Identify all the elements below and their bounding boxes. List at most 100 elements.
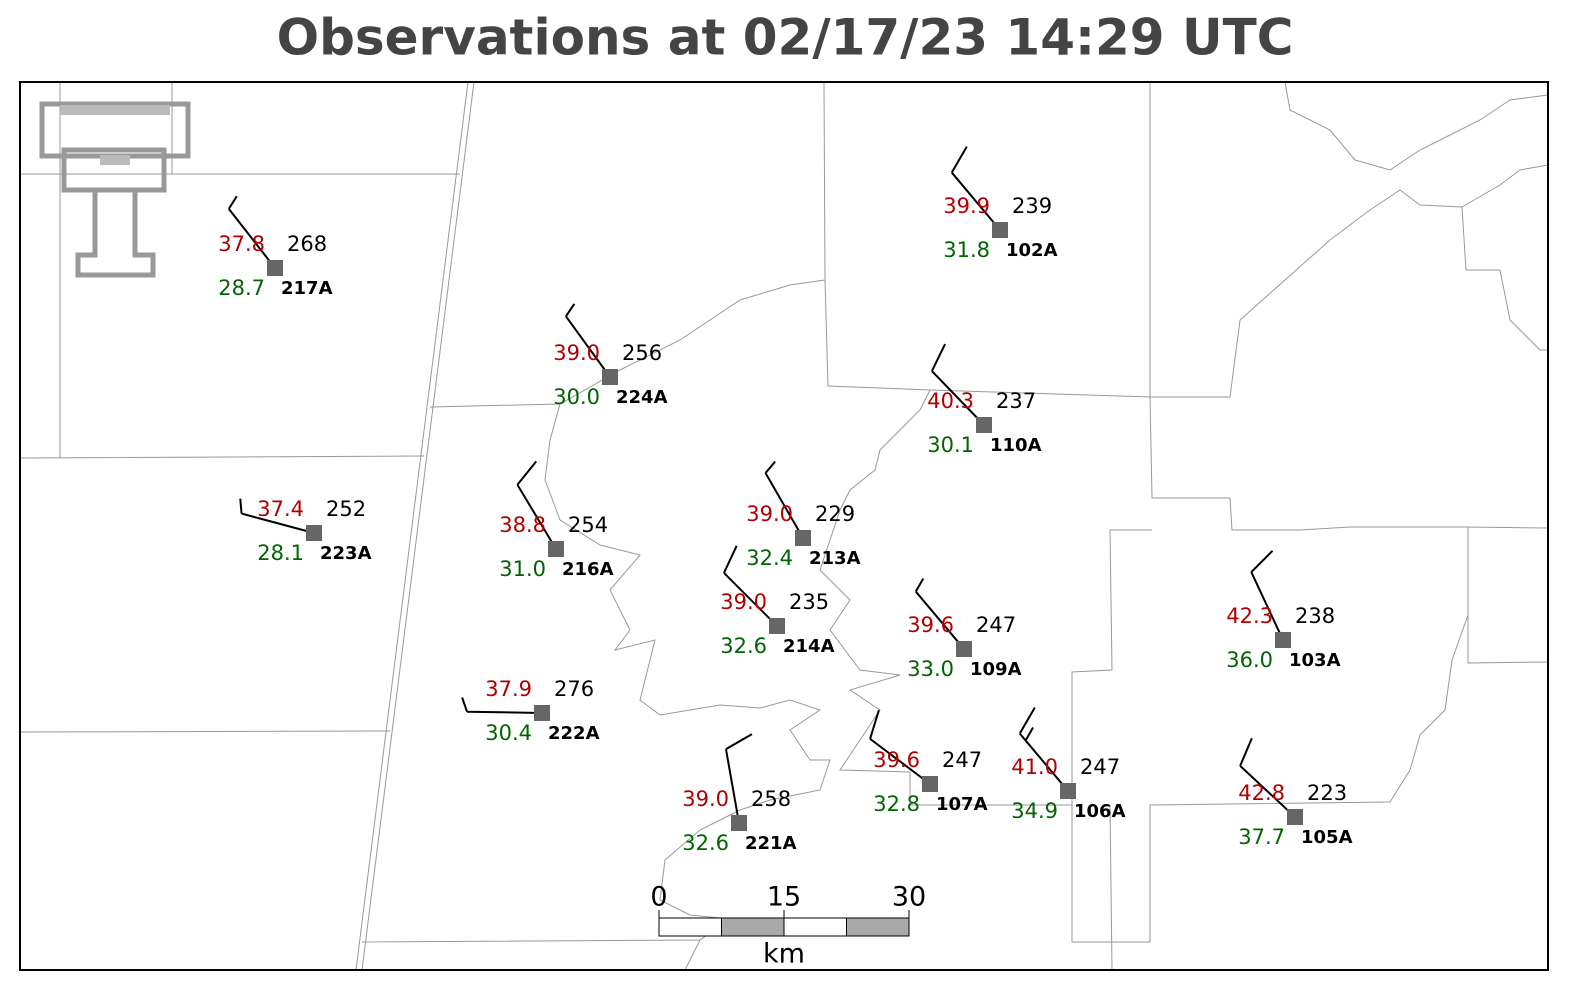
station-value: 247 xyxy=(1080,755,1120,779)
station-id: 222A xyxy=(548,723,600,744)
station-value: 247 xyxy=(976,613,1016,637)
dewpoint: 32.6 xyxy=(682,831,729,855)
temperature: 41.0 xyxy=(1011,755,1058,779)
dewpoint: 37.7 xyxy=(1238,825,1285,849)
dewpoint: 32.6 xyxy=(720,634,767,658)
station-value: 239 xyxy=(1012,194,1052,218)
station-id: 224A xyxy=(616,387,668,408)
scale-label: 0 xyxy=(650,882,667,913)
scale-bar: 0 15 30 km xyxy=(650,882,926,970)
wind-barb xyxy=(723,545,778,627)
station-id: 106A xyxy=(1074,801,1126,822)
station-id: 214A xyxy=(783,636,835,657)
wind-barb xyxy=(461,697,543,714)
scale-label: 15 xyxy=(767,882,801,913)
station-marker xyxy=(956,641,972,657)
station-marker xyxy=(976,417,992,433)
station: 39.0 258 32.6 221A xyxy=(682,733,797,855)
dewpoint: 33.0 xyxy=(907,657,954,681)
scale-segment xyxy=(658,917,722,937)
station: 39.6 247 32.8 107A xyxy=(869,709,988,816)
station-marker xyxy=(602,369,618,385)
scale-segment xyxy=(721,917,785,937)
station: 39.0 256 30.0 224A xyxy=(553,303,668,409)
station-value: 238 xyxy=(1295,604,1335,628)
wind-barb xyxy=(1250,550,1284,641)
temperature: 37.9 xyxy=(485,677,532,701)
wind-barb xyxy=(1018,707,1069,792)
wind-barb xyxy=(931,343,985,426)
temperature: 39.0 xyxy=(553,341,600,365)
temperature: 39.0 xyxy=(720,590,767,614)
station: 39.6 247 33.0 109A xyxy=(907,578,1022,681)
wind-barb xyxy=(239,498,315,534)
station-marker xyxy=(1060,783,1076,799)
dewpoint: 30.4 xyxy=(485,721,532,745)
station-id: 213A xyxy=(809,548,861,569)
temperature: 42.8 xyxy=(1238,781,1285,805)
dewpoint: 32.8 xyxy=(873,792,920,816)
station-value: 247 xyxy=(942,748,982,772)
station: 39.0 235 32.6 214A xyxy=(720,545,835,658)
temperature: 39.6 xyxy=(873,748,920,772)
station-id: 103A xyxy=(1289,650,1341,671)
station: 39.0 229 32.4 213A xyxy=(746,460,861,570)
station-id: 107A xyxy=(936,794,988,815)
station-value: 235 xyxy=(789,590,829,614)
station: 41.0 247 34.9 106A xyxy=(1011,707,1126,823)
station-marker xyxy=(548,541,564,557)
dewpoint: 28.7 xyxy=(218,276,265,300)
station-marker xyxy=(769,618,785,634)
wind-barb xyxy=(565,303,611,378)
station-value: 268 xyxy=(287,232,327,256)
station-id: 102A xyxy=(1006,240,1058,261)
station-id: 110A xyxy=(990,435,1042,456)
station-marker xyxy=(1275,632,1291,648)
wind-barb xyxy=(914,578,965,650)
station: 42.3 238 36.0 103A xyxy=(1226,550,1341,672)
station-marker xyxy=(534,705,550,721)
station-marker xyxy=(267,260,283,276)
wind-barb xyxy=(516,460,557,550)
station: 37.8 268 28.7 217A xyxy=(218,195,333,300)
station: 38.8 254 31.0 216A xyxy=(499,460,614,581)
map-frame xyxy=(19,81,1549,971)
wind-barb xyxy=(1239,737,1296,818)
station-marker xyxy=(306,525,322,541)
station: 40.3 237 30.1 110A xyxy=(927,343,1042,457)
station-marker xyxy=(992,222,1008,238)
scale-unit: km xyxy=(763,939,805,970)
station-value: 237 xyxy=(996,389,1036,413)
station: 37.4 252 28.1 223A xyxy=(239,497,372,565)
temperature: 40.3 xyxy=(927,389,974,413)
temperature: 39.0 xyxy=(746,502,793,526)
dewpoint: 28.1 xyxy=(257,541,304,565)
temperature: 37.4 xyxy=(257,497,304,521)
dewpoint: 31.0 xyxy=(499,557,546,581)
temperature: 37.8 xyxy=(218,232,265,256)
dewpoint: 30.1 xyxy=(927,433,974,457)
station-value: 258 xyxy=(751,787,791,811)
station: 39.9 239 31.8 102A xyxy=(943,146,1058,262)
station-marker xyxy=(1287,809,1303,825)
wind-barb xyxy=(227,195,276,269)
scale-segment xyxy=(783,917,847,937)
dewpoint: 34.9 xyxy=(1011,799,1058,823)
station-marker xyxy=(795,530,811,546)
station-marker xyxy=(922,776,938,792)
station-value: 223 xyxy=(1307,781,1347,805)
wind-barb xyxy=(724,733,753,824)
scale-label: 30 xyxy=(892,882,926,913)
station: 37.9 276 30.4 222A xyxy=(461,677,600,745)
stations: 37.8 268 28.7 217A 39.0 256 30.0 224A 39.9 239 31.… xyxy=(218,146,1353,855)
scale-segment xyxy=(846,917,910,937)
temperature: 39.9 xyxy=(943,194,990,218)
station-id: 217A xyxy=(281,278,333,299)
station-id: 221A xyxy=(745,833,797,854)
station-id: 105A xyxy=(1301,827,1353,848)
station-value: 256 xyxy=(622,341,662,365)
station-value: 276 xyxy=(554,677,594,701)
map-title: Observations at 02/17/23 14:29 UTC xyxy=(277,9,1294,67)
station-value: 229 xyxy=(815,502,855,526)
